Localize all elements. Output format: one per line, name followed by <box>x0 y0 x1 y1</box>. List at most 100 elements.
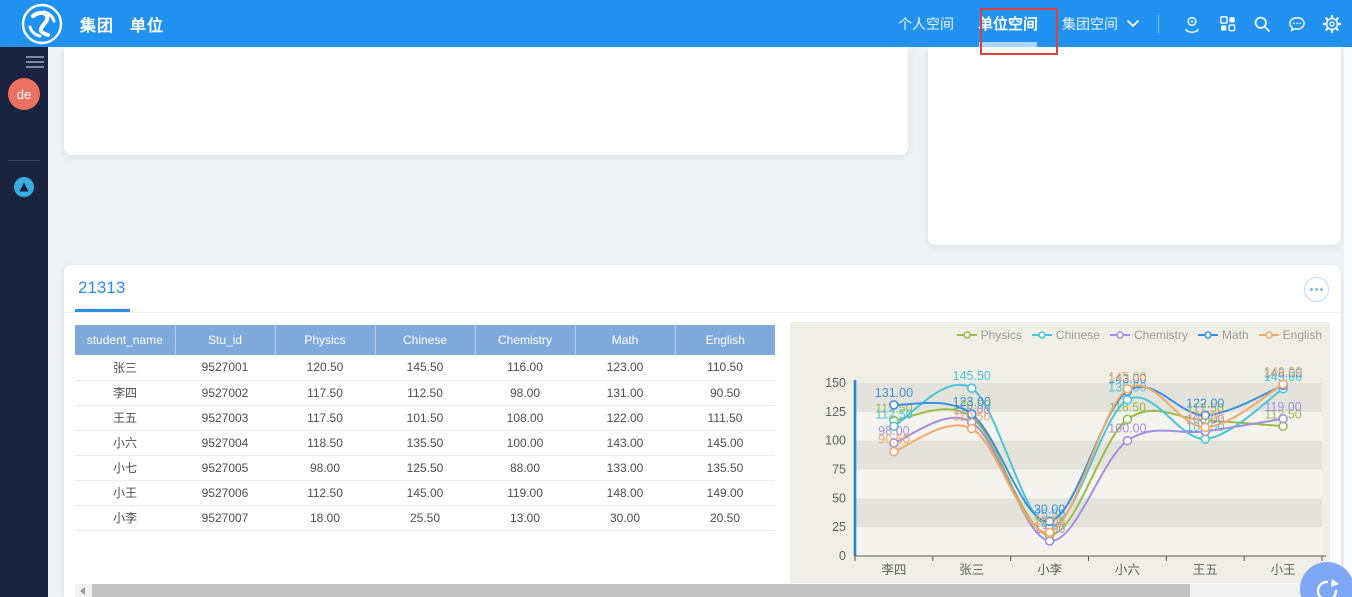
column-header: student_name <box>75 325 176 355</box>
svg-text:25: 25 <box>832 520 846 534</box>
table-cell: 145.00 <box>675 430 775 456</box>
column-header: Stu_id <box>175 325 276 355</box>
svg-text:123.00: 123.00 <box>953 395 991 409</box>
table-cell: 131.00 <box>575 380 675 406</box>
sidebar-app-icon[interactable] <box>14 177 34 197</box>
horizontal-scrollbar[interactable] <box>75 584 1341 597</box>
svg-text:98.00: 98.00 <box>878 424 909 438</box>
svg-text:145.50: 145.50 <box>953 369 991 383</box>
legend-item[interactable]: English <box>1258 328 1322 342</box>
table-cell: 110.50 <box>675 355 775 381</box>
legend-item[interactable]: Chinese <box>1031 328 1100 342</box>
table-cell: 117.50 <box>275 405 375 431</box>
apps-grid-icon[interactable] <box>1217 14 1237 34</box>
table-cell: 133.00 <box>575 455 675 481</box>
table-cell: 135.50 <box>675 455 775 481</box>
brand-item-unit[interactable]: 单位 <box>130 17 165 35</box>
legend-label: Math <box>1221 328 1249 342</box>
brand-logo-icon <box>21 3 63 44</box>
card-top-right <box>928 47 1341 245</box>
table-cell: 小六 <box>75 430 175 456</box>
svg-text:30.00: 30.00 <box>1034 502 1065 516</box>
table-cell: 88.00 <box>475 455 575 481</box>
table-row: 李四 9527002 117.50 112.50 98.00 131.00 90.50 <box>75 380 775 406</box>
table-cell: 9527004 <box>175 430 275 456</box>
table-cell: 20.50 <box>675 505 775 531</box>
table-row: 王五 9527003 117.50 101.50 108.00 122.00 111.50 <box>75 405 775 431</box>
chart-legend: Physics Chinese Chemistry Math English <box>956 328 1322 342</box>
tab-active-underline <box>75 309 130 312</box>
nav-personal-space[interactable]: 个人空间 <box>898 0 954 47</box>
svg-text:112.50: 112.50 <box>875 407 912 421</box>
table-row: 小李 9527007 18.00 25.50 13.00 30.00 20.50 <box>75 505 775 531</box>
table-cell: 30.00 <box>575 505 675 531</box>
table-cell: 148.00 <box>575 480 675 506</box>
scroll-left-button[interactable] <box>75 584 90 597</box>
floating-action-button[interactable] <box>1300 562 1352 597</box>
table-cell: 118.50 <box>275 430 375 456</box>
svg-text:131.00: 131.00 <box>875 386 913 400</box>
navbar-divider <box>1158 14 1159 33</box>
svg-text:75: 75 <box>832 463 846 477</box>
vertical-scrollbar-track[interactable] <box>1344 47 1352 597</box>
settings-icon[interactable] <box>1322 14 1342 34</box>
svg-text:143.00: 143.00 <box>1108 372 1146 386</box>
avatar[interactable]: de <box>8 78 40 110</box>
table-cell: 112.50 <box>375 380 475 406</box>
table-cell: 25.50 <box>375 505 475 531</box>
table-cell: 18.00 <box>275 505 375 531</box>
column-header: Physics <box>275 325 376 355</box>
svg-text:125: 125 <box>825 405 846 419</box>
tab-21313[interactable]: 21313 <box>78 278 126 297</box>
legend-item[interactable]: Math <box>1197 328 1249 342</box>
table-row: 小六 9527004 118.50 135.50 100.00 143.00 145.00 <box>75 430 775 456</box>
table-cell: 张三 <box>75 355 175 381</box>
table-cell: 98.00 <box>475 380 575 406</box>
svg-text:100: 100 <box>825 434 846 448</box>
card-main: 21313 student_name Stu_id Physics Chinese Ch… <box>64 265 1341 597</box>
scrollbar-thumb[interactable] <box>92 584 1190 597</box>
more-options-button[interactable] <box>1304 277 1329 302</box>
legend-marker-icon <box>1197 331 1218 339</box>
svg-text:张三: 张三 <box>959 562 984 577</box>
table-cell: 117.50 <box>275 380 375 406</box>
legend-label: Chinese <box>1055 328 1100 342</box>
active-tab-indicator <box>978 42 1037 47</box>
svg-text:150: 150 <box>825 376 846 390</box>
legend-marker-icon <box>1109 331 1130 339</box>
hamburger-menu-icon[interactable] <box>26 53 44 71</box>
legend-item[interactable]: Physics <box>956 328 1022 342</box>
svg-text:117.50: 117.50 <box>1187 401 1224 415</box>
chevron-down-icon[interactable] <box>1126 19 1140 28</box>
svg-text:50: 50 <box>832 491 846 505</box>
svg-text:148.00: 148.00 <box>1264 366 1302 380</box>
top-navbar: 集团 单位 个人空间 单位空间 集团空间 <box>0 0 1352 47</box>
brand-item-group[interactable]: 集团 <box>80 17 115 35</box>
svg-text:小六: 小六 <box>1115 563 1140 577</box>
table-cell: 9527001 <box>175 355 275 381</box>
svg-text:119.00: 119.00 <box>1264 400 1301 414</box>
table-cell: 149.00 <box>675 480 775 506</box>
location-icon[interactable] <box>1182 14 1202 34</box>
legend-item[interactable]: Chemistry <box>1109 328 1188 342</box>
svg-text:110.50: 110.50 <box>953 410 990 424</box>
table-cell: 小七 <box>75 455 175 481</box>
messages-icon[interactable] <box>1287 14 1307 34</box>
table-cell: 小李 <box>75 505 175 531</box>
table-cell: 9527003 <box>175 405 275 431</box>
svg-text:20.50: 20.50 <box>1034 513 1065 527</box>
svg-text:李四: 李四 <box>881 562 906 577</box>
table-cell: 王五 <box>75 405 175 431</box>
table-cell: 9527007 <box>175 505 275 531</box>
table-header-row: student_name Stu_id Physics Chinese Chemistr… <box>75 325 775 355</box>
sidebar-divider <box>8 160 40 161</box>
column-header: English <box>675 325 775 355</box>
svg-text:122.00: 122.00 <box>1186 396 1224 410</box>
table-cell: 145.00 <box>375 480 475 506</box>
svg-text:118.50: 118.50 <box>1109 400 1146 414</box>
nav-unit-space[interactable]: 单位空间 <box>978 0 1038 47</box>
column-header: Chemistry <box>475 325 576 355</box>
search-icon[interactable] <box>1252 14 1272 34</box>
table-cell: 100.00 <box>475 430 575 456</box>
nav-group-space[interactable]: 集团空间 <box>1062 0 1118 47</box>
